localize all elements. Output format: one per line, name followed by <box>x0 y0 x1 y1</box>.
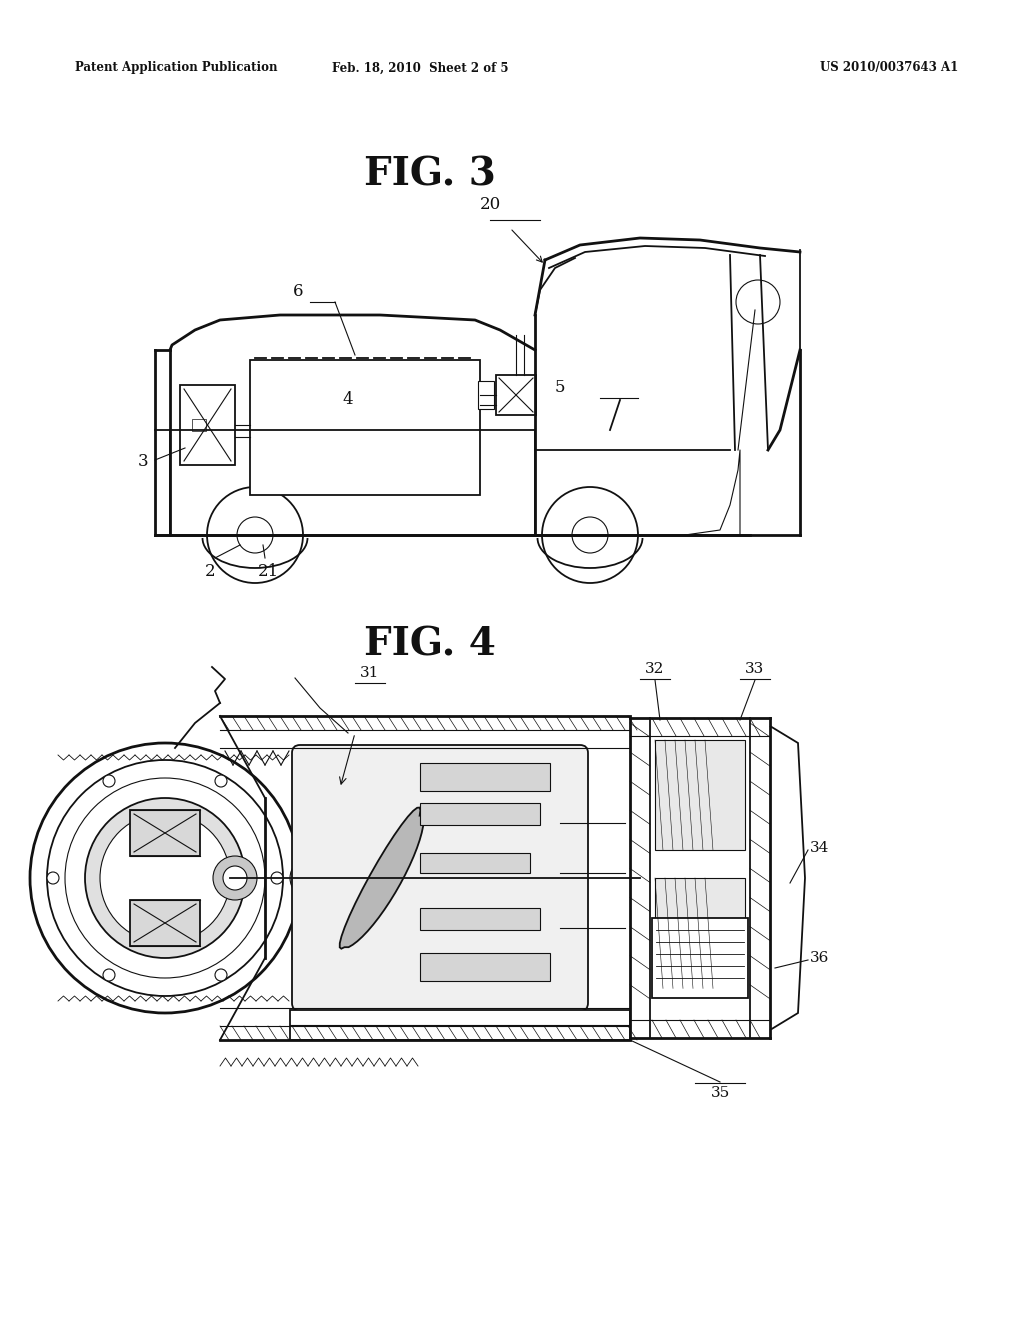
Circle shape <box>213 855 257 900</box>
Bar <box>420 853 530 873</box>
Bar <box>652 917 748 998</box>
Bar <box>250 360 480 495</box>
Circle shape <box>300 869 319 888</box>
Bar <box>130 810 200 855</box>
Text: FIG. 4: FIG. 4 <box>365 626 496 664</box>
Circle shape <box>103 775 115 787</box>
Bar <box>420 763 550 791</box>
Circle shape <box>100 813 230 942</box>
Text: 33: 33 <box>745 663 765 676</box>
Text: 32: 32 <box>645 663 665 676</box>
Text: US 2010/0037643 A1: US 2010/0037643 A1 <box>820 62 958 74</box>
Bar <box>180 385 234 465</box>
Text: 2: 2 <box>205 564 215 579</box>
Polygon shape <box>340 808 424 949</box>
Circle shape <box>215 969 227 981</box>
Text: 35: 35 <box>711 1086 730 1100</box>
Text: 36: 36 <box>810 950 829 965</box>
Text: 6: 6 <box>293 282 303 300</box>
FancyBboxPatch shape <box>292 744 588 1011</box>
Bar <box>478 381 494 409</box>
Circle shape <box>223 866 247 890</box>
Text: 20: 20 <box>479 195 501 213</box>
Circle shape <box>47 873 59 884</box>
Bar <box>420 953 550 981</box>
Bar <box>420 908 540 931</box>
Circle shape <box>215 775 227 787</box>
Circle shape <box>290 858 330 898</box>
Bar <box>193 418 206 432</box>
Text: 5: 5 <box>555 380 565 396</box>
Bar <box>655 878 745 989</box>
Circle shape <box>85 799 245 958</box>
Bar <box>130 900 200 946</box>
Text: 31: 31 <box>360 667 379 680</box>
Text: 3: 3 <box>137 454 148 470</box>
Text: 4: 4 <box>343 392 353 408</box>
Bar <box>420 803 540 825</box>
Bar <box>290 1010 630 1040</box>
Text: Feb. 18, 2010  Sheet 2 of 5: Feb. 18, 2010 Sheet 2 of 5 <box>332 62 508 74</box>
Text: 34: 34 <box>810 841 829 855</box>
Text: FIG. 3: FIG. 3 <box>365 156 496 194</box>
Text: 21: 21 <box>257 564 279 579</box>
Text: Patent Application Publication: Patent Application Publication <box>75 62 278 74</box>
Bar <box>496 375 536 414</box>
Circle shape <box>103 969 115 981</box>
Circle shape <box>271 873 283 884</box>
Bar <box>655 741 745 850</box>
